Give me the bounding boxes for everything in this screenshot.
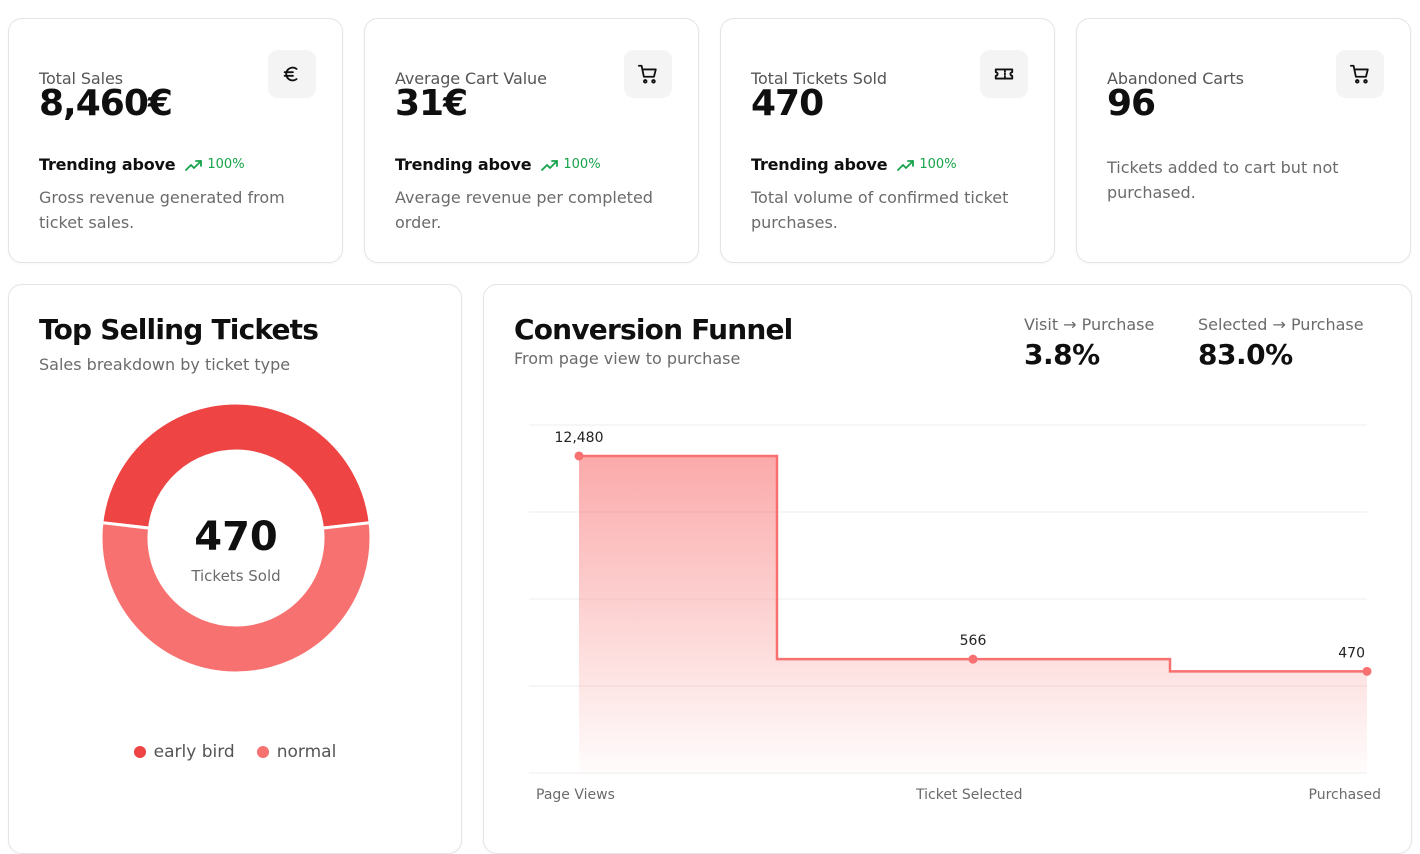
trend-label: Trending above [39,155,176,174]
stat-card-total-sales: Total Sales 8,460€ Trending above 100% G… [8,18,343,263]
legend-label: normal [276,742,337,762]
donut-slice-early-bird[interactable] [100,401,372,530]
stat-card-average-cart-value: Average Cart Value 31€ Trending above 10… [364,18,699,263]
stat-title: Total Tickets Sold [751,69,887,88]
trending-up-icon [897,159,915,171]
trend-label: Trending above [751,155,888,174]
trend-indicator: Trending above 100% [395,155,601,174]
stat-title: Abandoned Carts [1107,69,1244,88]
x-axis-label-ticket-selected: Ticket Selected [916,787,1023,803]
data-point[interactable] [574,451,584,461]
data-point[interactable] [968,654,978,664]
data-label: 470 [1338,645,1365,661]
stat-title: Total Sales [39,69,123,88]
euro-icon [268,50,316,98]
cart-icon [624,50,672,98]
stat-card-abandoned-carts: Abandoned Carts 96 Tickets added to cart… [1076,18,1411,263]
data-label: 12,480 [555,430,604,446]
donut-center-label: Tickets Sold [190,567,280,585]
legend-item-normal[interactable]: normal [256,742,337,762]
legend-dot [256,746,269,758]
trend-percent: 100% [185,157,245,172]
stat-value: 96 [1107,83,1156,124]
stat-value: 470 [751,83,824,124]
chart-legend: early bird normal [9,742,461,762]
stat-description: Gross revenue generated from ticket sale… [39,188,285,232]
trend-label: Trending above [395,155,532,174]
donut-chart: 470 Tickets Sold [99,401,373,675]
stat-description: Average revenue per completed order. [395,188,653,232]
stat-value: 31€ [395,83,468,124]
trend-indicator: Trending above 100% [751,155,957,174]
donut-center-value: 470 [194,514,278,560]
metric-value: 83.0% [1198,338,1293,371]
data-point[interactable] [1362,666,1372,676]
section-title: Conversion Funnel [514,313,793,346]
trend-percent: 100% [897,157,957,172]
trend-indicator: Trending above 100% [39,155,245,174]
cart-icon [1336,50,1384,98]
trend-value: 100% [919,157,957,172]
legend-item-early-bird[interactable]: early bird [133,742,235,762]
metric-selected-to-purchase: Selected → Purchase 83.0% [1198,315,1364,371]
trending-up-icon [541,159,559,171]
trending-up-icon [185,159,203,171]
legend-dot [133,746,146,758]
data-label: 566 [960,633,987,649]
section-subtitle: From page view to purchase [514,349,741,368]
stat-card-total-tickets-sold: Total Tickets Sold 470 Trending above 10… [720,18,1055,263]
metric-label: Selected → Purchase [1198,315,1364,334]
funnel-chart: 12,480 566 470 [529,424,1372,774]
ticket-icon [980,50,1028,98]
legend-label: early bird [153,742,235,762]
stat-title: Average Cart Value [395,69,547,88]
trend-value: 100% [563,157,601,172]
trend-value: 100% [207,157,245,172]
section-title: Top Selling Tickets [39,313,319,346]
donut-slice-normal[interactable] [99,521,373,675]
x-axis-label-page-views: Page Views [536,787,615,803]
stat-value: 8,460€ [39,83,173,124]
top-selling-tickets-card: Top Selling Tickets Sales breakdown by t… [8,284,462,854]
conversion-funnel-card: Conversion Funnel From page view to purc… [483,284,1412,854]
stat-description: Tickets added to cart but not purchased. [1107,158,1339,202]
funnel-area [579,455,1367,773]
x-axis-label-purchased: Purchased [1308,787,1381,803]
metric-value: 3.8% [1024,338,1100,371]
trend-percent: 100% [541,157,601,172]
metric-label: Visit → Purchase [1024,315,1155,334]
section-subtitle: Sales breakdown by ticket type [39,355,291,374]
stat-description: Total volume of confirmed ticket purchas… [751,188,1009,232]
metric-visit-to-purchase: Visit → Purchase 3.8% [1024,315,1154,371]
